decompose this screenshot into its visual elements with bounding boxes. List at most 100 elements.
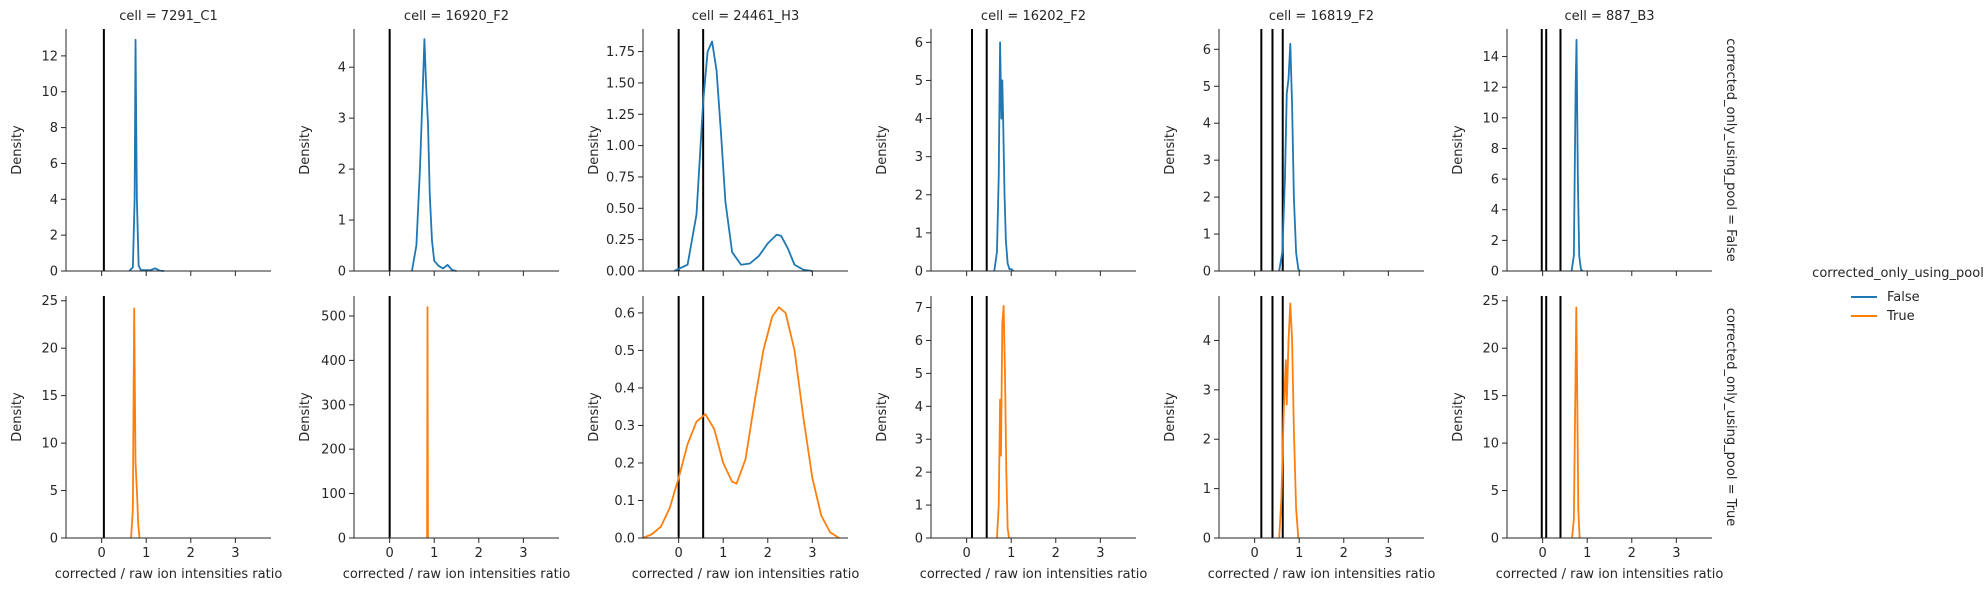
y-tick-label: 3 <box>1203 154 1211 169</box>
y-tick-label: 400 <box>321 354 346 369</box>
y-tick-label: 0.0 <box>614 532 635 547</box>
x-axis-label: corrected / raw ion intensities ratio <box>343 567 571 582</box>
legend-label-false: False <box>1887 290 1920 305</box>
y-tick-label: 8 <box>1491 142 1499 157</box>
density-line-false <box>128 38 165 272</box>
y-tick-label: 10 <box>41 437 58 452</box>
x-tick-label: 1 <box>719 546 727 561</box>
y-tick-label: 5 <box>915 367 923 382</box>
x-axis-label: corrected / raw ion intensities ratio <box>920 567 1148 582</box>
x-tick-label: 0 <box>1251 546 1259 561</box>
x-tick-label: 1 <box>1295 546 1303 561</box>
facet-column-4: cell = 16819_F2 0 1 2 3 4 5 6 Density 0 1 2 3 4 0 1 2 3 De… <box>1163 9 1435 582</box>
x-tick-label: 1 <box>1007 546 1015 561</box>
y-tick-label: 0 <box>1203 265 1211 280</box>
y-axis-label: Density <box>298 392 313 442</box>
x-tick-label: 1 <box>142 546 150 561</box>
y-tick-label: 0 <box>1491 532 1499 547</box>
facet-column-0: cell = 7291_C1024681012Density0510152025… <box>10 9 282 582</box>
y-axis-label: Density <box>1451 392 1466 442</box>
y-axis-label: Density <box>10 392 25 442</box>
x-tick-label: 0 <box>1539 546 1547 561</box>
y-tick-label: 1 <box>915 499 923 514</box>
density-line-true <box>1278 302 1300 539</box>
y-tick-label: 7 <box>915 301 923 316</box>
y-axis-label: Density <box>1451 125 1466 175</box>
y-tick-label: 200 <box>321 443 346 458</box>
density-line-true <box>996 304 1010 539</box>
y-tick-label: 2 <box>50 229 58 244</box>
facet-column-3: cell = 16202_F2 0 1 2 3 4 5 6 Density 0 1 2 3 4 5 6 7 0 1 2… <box>875 9 1147 582</box>
y-tick-label: 1.25 <box>606 108 635 123</box>
facet-title: cell = 16202_F2 <box>981 9 1086 24</box>
x-tick-label: 3 <box>231 546 239 561</box>
y-tick-label: 0 <box>915 265 923 280</box>
facet-panel-0-1: 0 5 10 15 20 25 0 1 2 3 Density corrected / raw ion… <box>10 294 282 582</box>
y-tick-label: 25 <box>1482 294 1499 309</box>
y-axis-label: Density <box>875 392 890 442</box>
facet-panel-5-1: 0 5 10 15 20 25 0 1 2 3 Density corrected / raw ion… <box>1451 294 1723 582</box>
y-tick-label: 500 <box>321 309 346 324</box>
y-tick-label: 0 <box>1491 265 1499 280</box>
y-tick-label: 6 <box>1491 173 1499 188</box>
facet-grid: cell = 7291_C1024681012Density0510152025… <box>10 9 1723 582</box>
y-tick-label: 100 <box>321 487 346 502</box>
y-tick-label: 0 <box>50 532 58 547</box>
y-tick-label: 5 <box>50 484 58 499</box>
facet-panel-1-0: 0 1 2 3 4 Density <box>298 29 559 280</box>
y-tick-label: 1 <box>338 214 346 229</box>
y-tick-label: 0 <box>338 265 346 280</box>
facet-column-5: cell = 887_B302468101214Density051015202… <box>1451 9 1723 582</box>
x-tick-label: 0 <box>963 546 971 561</box>
y-tick-label: 6 <box>915 36 923 51</box>
y-tick-label: 20 <box>1482 342 1499 357</box>
y-tick-label: 0 <box>338 532 346 547</box>
y-tick-label: 15 <box>1482 389 1499 404</box>
facet-panel-2-1: 0.0 0.1 0.2 0.3 0.4 0.5 0.6 0 1 2 3 Density correcte… <box>587 296 859 582</box>
facet-title: cell = 16920_F2 <box>404 9 509 24</box>
facet-panel-2-0: 0.00 0.25 0.50 0.75 1.00 1.25 1.50 1.75 Density <box>587 29 848 280</box>
y-tick-label: 20 <box>41 342 58 357</box>
y-tick-label: 15 <box>41 389 58 404</box>
y-tick-label: 0.75 <box>606 170 635 185</box>
y-tick-label: 4 <box>1491 203 1499 218</box>
y-tick-label: 4 <box>915 400 923 415</box>
y-tick-label: 0 <box>50 265 58 280</box>
y-tick-label: 0.5 <box>614 344 635 359</box>
facet-panel-0-0: 0 2 4 6 8 10 12 Density <box>10 29 271 280</box>
y-tick-label: 0 <box>915 532 923 547</box>
y-axis-label: Density <box>875 125 890 175</box>
legend-title: corrected_only_using_pool <box>1812 266 1984 281</box>
y-tick-label: 2 <box>338 163 346 178</box>
y-tick-label: 3 <box>915 150 923 165</box>
y-tick-label: 0.50 <box>606 202 635 217</box>
y-tick-label: 6 <box>915 334 923 349</box>
row-label-false: corrected_only_using_pool = False <box>1723 38 1738 261</box>
y-axis-label: Density <box>10 125 25 175</box>
y-axis-label: Density <box>587 392 602 442</box>
facet-panel-4-1: 0 1 2 3 4 0 1 2 3 Density corrected / raw ion inte… <box>1163 296 1435 582</box>
x-axis-label: corrected / raw ion intensities ratio <box>1496 567 1724 582</box>
row-label-true: corrected_only_using_pool = True <box>1723 308 1738 526</box>
y-tick-label: 4 <box>50 193 58 208</box>
x-axis-label: corrected / raw ion intensities ratio <box>55 567 283 582</box>
x-tick-label: 3 <box>1096 546 1104 561</box>
density-line-true <box>130 307 141 539</box>
density-line-false <box>993 41 1015 272</box>
x-axis-label: corrected / raw ion intensities ratio <box>632 567 860 582</box>
y-tick-label: 6 <box>1203 43 1211 58</box>
y-tick-label: 3 <box>1203 383 1211 398</box>
y-tick-label: 12 <box>41 49 58 64</box>
y-tick-label: 0.00 <box>606 265 635 280</box>
facet-panel-1-1: 0 100 200 300 400 500 0 1 2 3 Density corrected / r… <box>298 296 570 582</box>
y-tick-label: 6 <box>50 157 58 172</box>
density-line-true <box>642 306 840 539</box>
y-tick-label: 0 <box>1203 532 1211 547</box>
facet-title: cell = 24461_H3 <box>692 9 799 24</box>
x-tick-label: 1 <box>430 546 438 561</box>
x-tick-label: 1 <box>1583 546 1591 561</box>
y-tick-label: 4 <box>1203 117 1211 132</box>
y-axis-label: Density <box>587 125 602 175</box>
y-tick-label: 3 <box>915 433 923 448</box>
